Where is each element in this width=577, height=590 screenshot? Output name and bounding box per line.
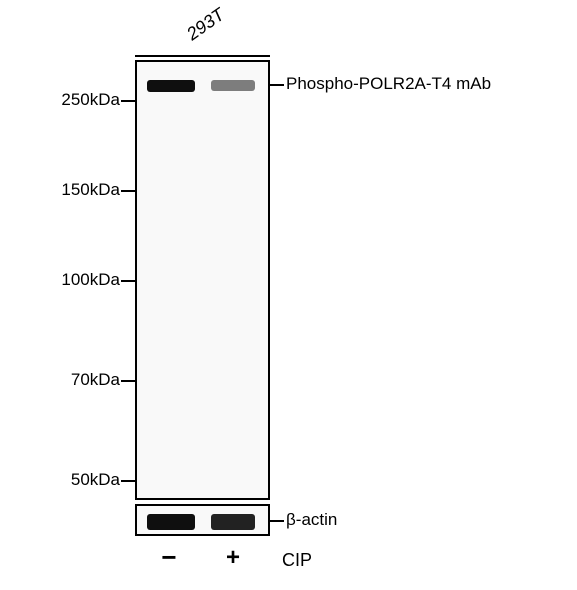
treatment-minus: − — [154, 542, 184, 573]
marker-tick — [121, 380, 135, 382]
band-main-lane0 — [147, 80, 195, 92]
marker-tick — [121, 480, 135, 482]
marker-150: 150kDa — [40, 180, 120, 200]
sample-label: 293T — [183, 4, 229, 45]
marker-100: 100kDa — [40, 270, 120, 290]
marker-tick — [121, 280, 135, 282]
treatment-plus: + — [218, 544, 248, 572]
blot-figure: 293T 250kDa 150kDa 100kDa 70kDa 50kDa — [0, 0, 577, 590]
treatment-name-text: CIP — [282, 550, 312, 570]
marker-50: 50kDa — [40, 470, 120, 490]
marker-tick — [121, 190, 135, 192]
loading-blot — [135, 504, 270, 536]
sample-bar — [135, 55, 270, 57]
sample-label-text: 293T — [183, 4, 228, 44]
right-tick — [270, 520, 284, 522]
loading-label: β-actin — [286, 510, 337, 530]
main-blot — [135, 60, 270, 500]
loading-label-text: β-actin — [286, 510, 337, 529]
marker-label-text: 70kDa — [71, 370, 120, 389]
right-tick — [270, 84, 284, 86]
marker-70: 70kDa — [40, 370, 120, 390]
marker-tick — [121, 100, 135, 102]
band-main-lane1 — [211, 80, 255, 91]
treatment-name: CIP — [282, 550, 312, 571]
treatment-symbol: − — [161, 542, 176, 572]
marker-label-text: 100kDa — [61, 270, 120, 289]
antibody-label-text: Phospho-POLR2A-T4 mAb — [286, 74, 491, 93]
marker-label-text: 250kDa — [61, 90, 120, 109]
antibody-label: Phospho-POLR2A-T4 mAb — [286, 74, 491, 94]
band-loading-lane0 — [147, 514, 195, 530]
marker-label-text: 50kDa — [71, 470, 120, 489]
treatment-symbol: + — [226, 544, 240, 571]
band-loading-lane1 — [211, 514, 255, 530]
marker-label-text: 150kDa — [61, 180, 120, 199]
marker-250: 250kDa — [40, 90, 120, 110]
